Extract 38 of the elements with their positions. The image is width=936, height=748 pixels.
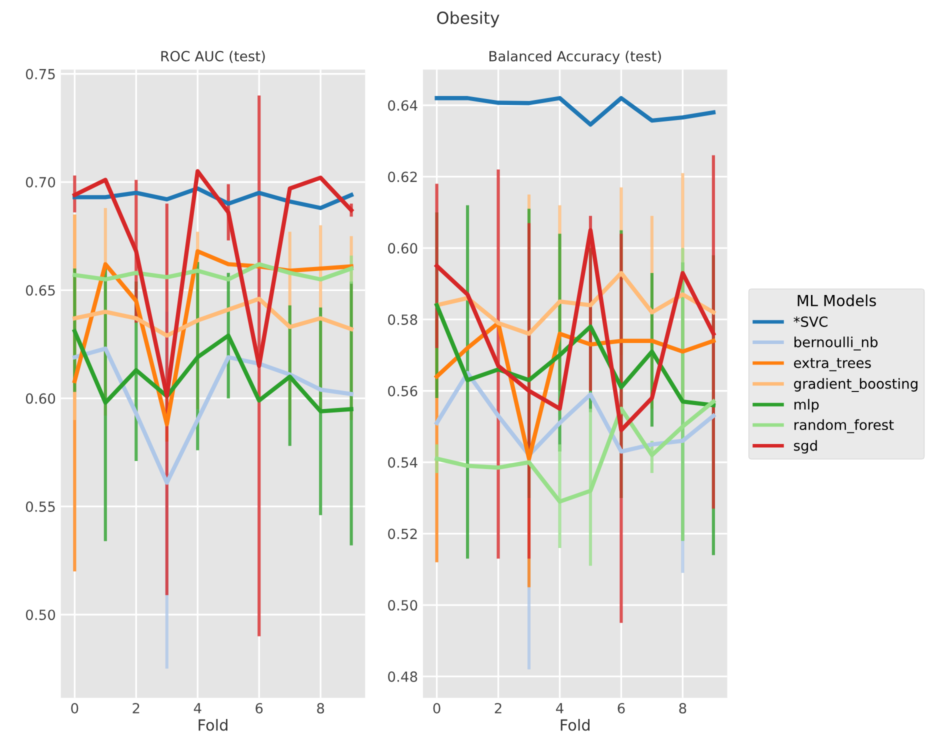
x-tick-label: 6: [256, 702, 263, 714]
y-tick-label: 0.60: [26, 393, 56, 404]
legend-label: gradient_boosting: [794, 378, 918, 392]
y-tick-label: 0.75: [26, 68, 55, 80]
x-axis-title: Fold: [198, 718, 228, 731]
y-tick-label: 0.58: [388, 314, 418, 325]
legend-label: extra_trees: [794, 358, 871, 372]
x-tick-label: 2: [494, 702, 502, 714]
y-tick-label: 0.50: [388, 600, 418, 611]
y-tick-label: 0.62: [388, 172, 417, 182]
x-tick-label: 0: [433, 702, 440, 714]
x-tick-label: 2: [132, 702, 140, 714]
text: Obesity: [437, 11, 500, 28]
y-tick-label: 0.55: [26, 501, 55, 512]
y-tick-label: 0.52: [388, 528, 417, 540]
y-tick-label: 0.64: [388, 100, 418, 111]
x-tick-label: 0: [71, 702, 78, 714]
legend-label: mlp: [794, 398, 819, 412]
x-tick-label: 8: [679, 702, 686, 714]
x-tick-label: 6: [618, 702, 625, 714]
y-tick-label: 0.60: [388, 243, 418, 254]
x-axis-title: Fold: [560, 718, 590, 731]
x-tick-label: 4: [194, 703, 202, 714]
legend-label: random_forest: [794, 419, 894, 434]
legend-title: ML Models: [798, 294, 876, 306]
y-tick-label: 0.70: [26, 177, 56, 188]
y-tick-label: 0.50: [26, 610, 56, 620]
legend-label: bernoulli_nb: [794, 336, 878, 350]
legend-label: sgd: [794, 440, 817, 454]
chart-title: ROC AUC (test): [161, 50, 265, 64]
y-tick-label: 0.54: [388, 457, 418, 468]
y-tick-label: 0.56: [388, 386, 418, 396]
x-tick-label: 8: [317, 702, 324, 714]
chart-title: Balanced Accuracy (test): [490, 50, 661, 64]
legend-label: *SVC: [794, 316, 828, 327]
y-tick-label: 0.65: [26, 285, 55, 296]
y-tick-label: 0.48: [388, 671, 418, 682]
x-tick-label: 4: [556, 703, 564, 714]
